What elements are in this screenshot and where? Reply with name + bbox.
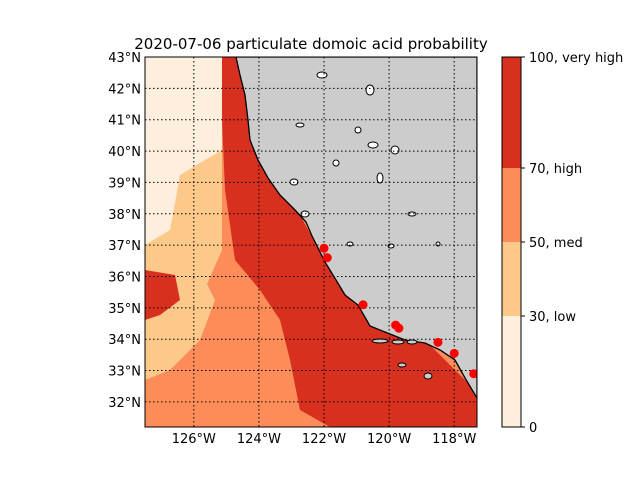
longitude-tick-label: 124°W [237,432,281,447]
colorbar-tick-label: 70, high [529,162,582,177]
station-marker [449,348,459,358]
colorbar-tick-labels: 0 30, low 50, med 70, high 100, very high [521,51,623,436]
island [391,339,405,345]
colorbar [501,56,522,428]
colorbar-segment [502,57,521,168]
station-marker [322,253,332,263]
lake-outline [332,159,340,167]
latitude-tick-label: 33°N [108,365,141,380]
colorbar-tick-label: 30, low [529,310,576,325]
probability-zone-very-high [222,57,477,427]
station-markers [319,243,477,379]
longitude-tick-label: 126°W [172,432,216,447]
colorbar-tick-label: 50, med [529,236,583,251]
latitude-tick-label: 34°N [108,333,141,348]
lake-outline [390,145,400,155]
longitude-tick-label: 118°W [432,432,476,447]
latitude-tick-label: 38°N [108,208,141,223]
lake-outline [346,241,354,247]
colorbar-tick-label: 0 [529,421,537,436]
station-marker [358,300,368,310]
latitude-tick-label: 32°N [108,396,141,411]
latitude-tick-label: 37°N [108,239,141,254]
inland-water-bodies [289,71,441,380]
lake-outline [316,71,328,79]
latitude-tick-label: 36°N [108,270,141,285]
station-marker [394,323,404,333]
lake-outline [367,141,379,149]
latitude-tick-labels: 43°N 42°N 41°N 40°N 39°N 38°N 37°N 36°N 35°N 34°N… [108,51,141,411]
latitude-tick-label: 43°N [108,51,141,66]
lake-outline [354,126,362,134]
latitude-tick-label: 39°N [108,176,141,191]
island [423,372,433,380]
longitude-tick-label: 122°W [302,432,346,447]
map-frame [144,56,478,428]
colorbar-segment [502,242,521,316]
latitude-tick-label: 35°N [108,302,141,317]
station-marker [469,369,477,379]
land-mass [235,57,477,400]
latitude-tick-label: 41°N [108,114,141,129]
latitude-tick-label: 42°N [108,82,141,97]
colorbar-tick-label: 100, very high [529,51,623,66]
island [371,338,389,344]
island [406,339,418,345]
graticule [145,57,477,427]
island [397,362,407,368]
longitude-tick-labels: 126°W 124°W 122°W 120°W 118°W [172,432,477,447]
colorbar-segment [502,168,521,242]
chart-title: 2020-07-06 particulate domoic acid proba… [134,35,488,53]
probability-zone-very-low [145,57,222,245]
latitude-tick-label: 40°N [108,145,141,160]
colorbar-segment [502,316,521,427]
longitude-tick-label: 120°W [367,432,411,447]
station-marker [319,243,329,253]
lake-outline [376,172,384,184]
lake-outline [295,122,305,128]
lake-outline [407,211,417,217]
lake-outline [365,84,375,96]
station-marker [433,337,443,347]
